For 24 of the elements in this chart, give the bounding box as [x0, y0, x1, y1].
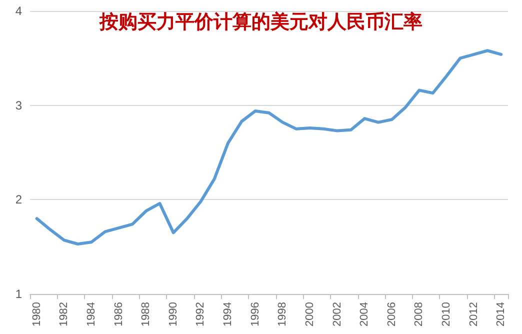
x-tick-label: 1998: [276, 302, 289, 326]
x-tick-label: 1982: [58, 302, 70, 326]
y-tick-label: 1: [15, 287, 22, 301]
x-tick-label: 2010: [440, 302, 453, 326]
y-tick-label: 2: [15, 192, 22, 207]
x-tick-label: 1984: [85, 302, 98, 326]
x-tick-label: 2008: [413, 302, 426, 326]
y-tick-label: 3: [15, 98, 22, 112]
x-tick-label: 1992: [194, 302, 207, 326]
x-tick-label: 2012: [468, 302, 480, 326]
x-tick-label: 2006: [386, 302, 398, 326]
x-tick-label: 1996: [249, 302, 262, 326]
chart-title: 按购买力平价计算的美元对人民币汇率: [98, 11, 422, 33]
x-tick-label: 2014: [495, 302, 508, 326]
x-tick-label: 1986: [112, 302, 125, 326]
x-tick-label: 2004: [358, 302, 371, 326]
x-tick-label: 1994: [222, 302, 234, 326]
x-tick-label: 1988: [140, 302, 152, 326]
y-tick-label: 4: [15, 4, 22, 18]
line-series: [35, 49, 503, 246]
x-tick-label: 2002: [331, 302, 344, 326]
x-tick-label: 1990: [167, 302, 180, 326]
x-tick-label: 1980: [30, 302, 43, 326]
x-tick-label: 2000: [304, 302, 316, 326]
